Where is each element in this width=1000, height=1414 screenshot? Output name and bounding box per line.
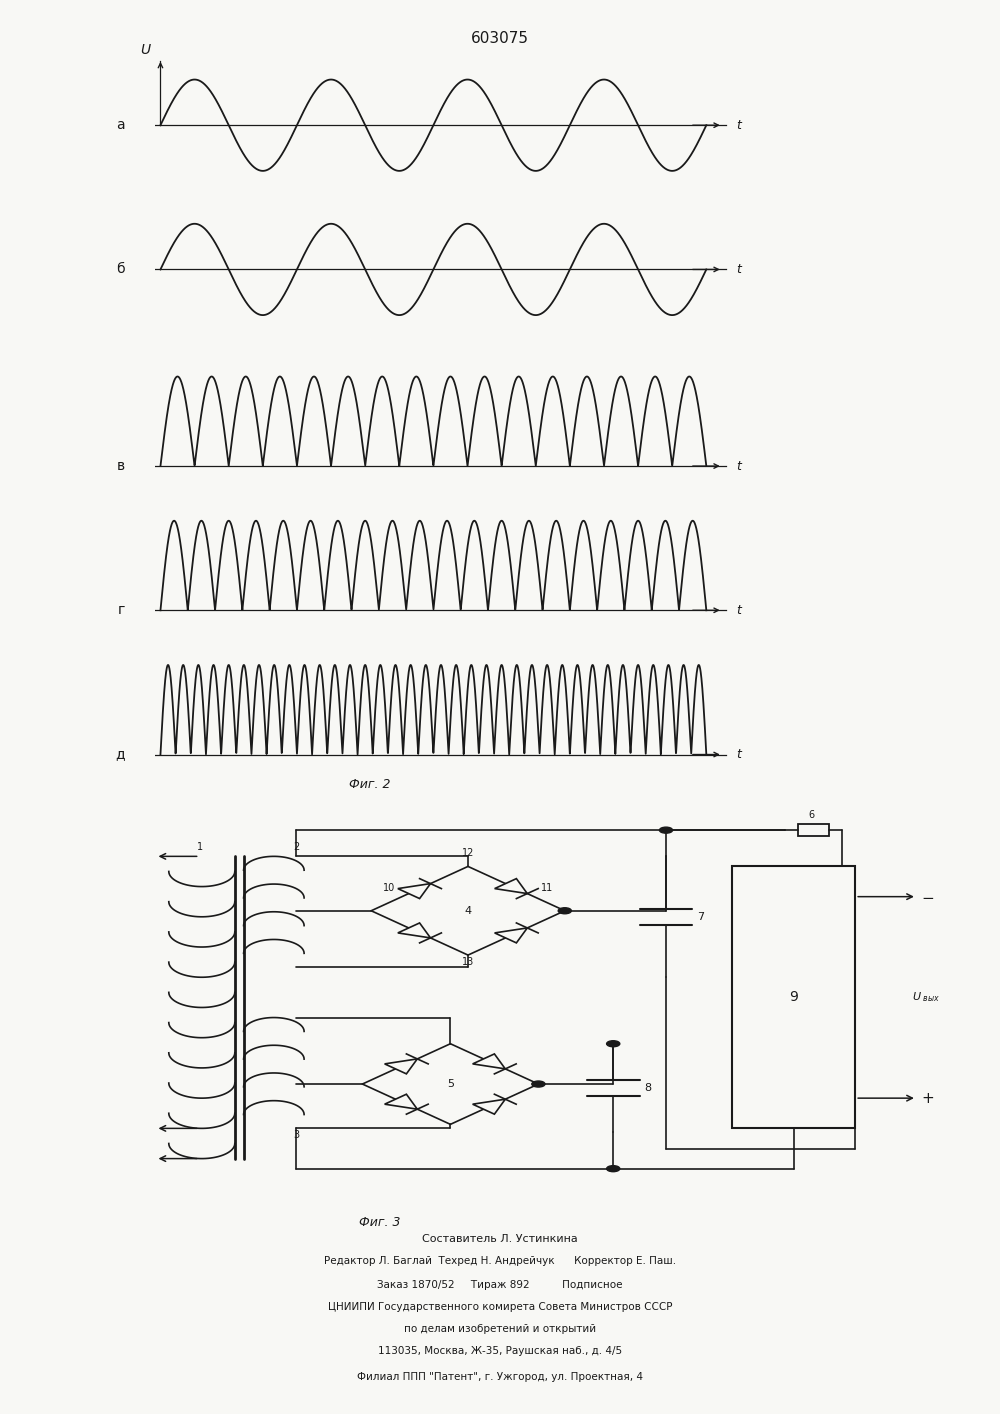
Text: 8: 8 — [644, 1083, 651, 1093]
Text: Филиал ППП "Патент", г. Ужгород, ул. Проектная, 4: Филиал ППП "Патент", г. Ужгород, ул. Про… — [357, 1373, 643, 1383]
Bar — [798, 824, 829, 836]
Text: по делам изобретений и открытий: по делам изобретений и открытий — [404, 1325, 596, 1335]
Text: 10: 10 — [383, 882, 395, 892]
Circle shape — [607, 1041, 620, 1046]
Text: $+$: $+$ — [921, 1090, 934, 1106]
Text: Фиг. 2: Фиг. 2 — [349, 778, 391, 790]
Text: 9: 9 — [789, 990, 798, 1004]
Text: $t$: $t$ — [736, 119, 744, 132]
Polygon shape — [398, 923, 430, 937]
Text: а: а — [116, 119, 125, 133]
Text: в: в — [117, 460, 125, 474]
Circle shape — [607, 1165, 620, 1172]
Text: Заказ 1870/52     Тираж 892          Подписное: Заказ 1870/52 Тираж 892 Подписное — [377, 1281, 623, 1291]
Polygon shape — [495, 878, 527, 894]
Text: 603075: 603075 — [471, 31, 529, 47]
Text: 11: 11 — [541, 882, 553, 892]
Circle shape — [659, 827, 673, 833]
Text: $t$: $t$ — [736, 604, 744, 617]
Text: ЦНИИПИ Государственного комирета Совета Министров СССР: ЦНИИПИ Государственного комирета Совета … — [328, 1302, 672, 1312]
Polygon shape — [473, 1099, 505, 1114]
Text: б: б — [116, 263, 125, 277]
Text: $t$: $t$ — [736, 460, 744, 472]
Text: 113035, Москва, Ж-35, Раушская наб., д. 4/5: 113035, Москва, Ж-35, Раушская наб., д. … — [378, 1346, 622, 1356]
Text: 2: 2 — [293, 843, 300, 853]
Text: 1: 1 — [197, 843, 203, 853]
Text: $U_{\ вых}$: $U_{\ вых}$ — [912, 990, 940, 1004]
Text: 13: 13 — [462, 957, 474, 967]
Circle shape — [532, 1082, 545, 1087]
Polygon shape — [495, 928, 527, 943]
Text: 6: 6 — [808, 810, 814, 820]
Text: Фиг. 3: Фиг. 3 — [359, 1216, 401, 1229]
Text: д: д — [115, 748, 125, 762]
Text: $U$: $U$ — [140, 42, 152, 57]
Text: 7: 7 — [697, 912, 704, 922]
Text: г: г — [118, 604, 125, 618]
Polygon shape — [385, 1059, 417, 1073]
Text: $t$: $t$ — [736, 263, 744, 276]
Text: 5: 5 — [447, 1079, 454, 1089]
Polygon shape — [473, 1053, 505, 1069]
Text: $t$: $t$ — [736, 748, 744, 761]
Circle shape — [558, 908, 571, 913]
Text: Редактор Л. Баглай  Техред Н. Андрейчук      Корректор Е. Паш.: Редактор Л. Баглай Техред Н. Андрейчук К… — [324, 1256, 676, 1267]
Text: Составитель Л. Устинкина: Составитель Л. Устинкина — [422, 1234, 578, 1244]
Text: 3: 3 — [293, 1130, 299, 1141]
Text: $-$: $-$ — [921, 889, 934, 904]
Text: 12: 12 — [462, 848, 474, 858]
Polygon shape — [385, 1094, 417, 1109]
Bar — [732, 867, 855, 1128]
Text: 4: 4 — [464, 906, 472, 916]
Polygon shape — [398, 884, 430, 898]
